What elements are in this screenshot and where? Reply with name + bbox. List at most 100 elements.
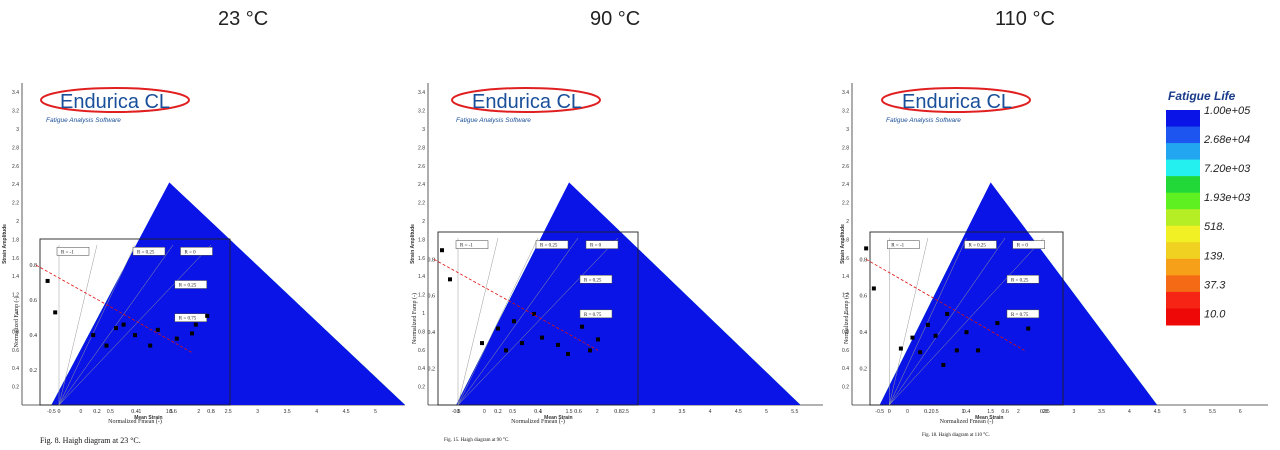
x-tick-label: 2: [1017, 409, 1020, 415]
x-axis-title: Mean Strain: [975, 415, 1003, 421]
data-point: [205, 313, 210, 318]
ratio-label-box: [585, 240, 619, 249]
ratio-line: [58, 244, 98, 406]
logo-swoosh: [40, 87, 190, 113]
x-tick-label: 0.5: [932, 409, 939, 415]
y-tick-label: 2.8: [12, 145, 19, 151]
data-point: [133, 333, 137, 338]
data-point: [440, 248, 444, 253]
x-tick-label: 3: [1072, 409, 1075, 415]
y-tick-label: 3: [422, 127, 425, 133]
data-point: [53, 310, 58, 315]
ratio-label-box: [579, 275, 613, 284]
ratio-label: R = -1: [61, 250, 74, 255]
y-tick-label: 1.4: [842, 274, 849, 280]
ratio-line: [58, 244, 136, 406]
overlay-y-tick: 0.8: [30, 263, 38, 269]
data-point: [941, 362, 946, 367]
y-tick-label: 1.8: [12, 237, 19, 243]
overlay-x-tick: 0.4: [131, 409, 139, 415]
data-point: [512, 319, 516, 324]
y-tick-label: 2.8: [418, 145, 425, 151]
logo-tagline: Fatigue Analysis Software: [456, 117, 531, 124]
x-tick-label: 1.5: [166, 409, 173, 415]
overlay-x-tick: 0.2: [93, 409, 101, 415]
y-tick-label: 2.2: [12, 201, 19, 207]
y-tick-label: 0.2: [418, 385, 425, 391]
x-axis-title: Mean Strain: [544, 415, 572, 421]
caption-23c: Fig. 8. Haigh diagram at 23 °C.: [40, 436, 141, 445]
legend-label: 139.: [1204, 250, 1225, 262]
x-tick-label: 2.5: [1043, 409, 1050, 415]
y-tick-label: 3.2: [12, 109, 19, 115]
logo-name: Endurica CL: [902, 91, 1012, 113]
data-point: [945, 311, 950, 316]
data-point: [104, 343, 109, 348]
legend-swatch: [1166, 126, 1200, 144]
y-tick-label: 1: [846, 311, 849, 317]
legend-swatch: [1166, 209, 1200, 227]
x-tick-label: 3.5: [678, 409, 685, 415]
legend-label: 2.68e+04: [1203, 134, 1250, 146]
y-tick-label: 2: [16, 219, 19, 225]
overlay-y-tick: 0.8: [428, 257, 436, 263]
overlay-x-tick: 0.8: [614, 409, 622, 415]
y-tick-label: 1.6: [842, 256, 849, 262]
ratio-label: R = 0.25: [179, 284, 197, 289]
y-axis-title: Strain Amplitude: [410, 224, 416, 264]
data-point: [520, 341, 524, 346]
y-tick-label: 0.6: [418, 348, 425, 354]
legend-swatch: [1166, 192, 1200, 210]
logo-tagline: Fatigue Analysis Software: [886, 117, 961, 124]
x-tick-label: 4: [315, 409, 318, 415]
x-tick-label: 4.5: [735, 409, 742, 415]
haigh-diagram-23c: 0.2 0.4 0.6 0.8 1 1.2 1.4 1.6 1.8 2 2.2 2.4 2.6 2.8 3 3…: [0, 64, 410, 429]
overlay-y-tick: 0.4: [860, 330, 868, 336]
overlay-y-tick: 0.8: [860, 257, 868, 263]
x-tick-label: 3: [652, 409, 655, 415]
legend-swatch: [1166, 159, 1200, 177]
ratio-line: [889, 237, 1006, 406]
legend-label: 1.93e+03: [1204, 192, 1251, 204]
data-point: [496, 326, 500, 331]
ratio-line: [457, 237, 539, 406]
x-tick-label: 2: [596, 409, 599, 415]
x-tick-label: 2.5: [622, 409, 629, 415]
y-tick-label: 3: [846, 127, 849, 133]
trend-line: [865, 258, 1025, 351]
y-tick-label: 0.4: [12, 366, 19, 372]
y-tick-label: 3.4: [418, 90, 425, 96]
x-tick-label: 5.5: [791, 409, 798, 415]
ratio-line: [457, 237, 579, 406]
y-tick-label: 2.6: [12, 164, 19, 170]
legend-swatch: [1166, 291, 1200, 309]
legend-label: 7.20e+03: [1204, 163, 1251, 175]
ratio-label-box: [579, 309, 613, 319]
y-tick-label: 0.4: [418, 366, 425, 372]
data-point: [925, 322, 930, 327]
y-axis-title: Strain Amplitude: [840, 224, 846, 264]
overlay-x-tick: 0.4: [963, 409, 971, 415]
y-tick-label: 0.2: [12, 385, 19, 391]
x-tick-label: 3.5: [1098, 409, 1105, 415]
y-tick-label: 1: [16, 311, 19, 317]
overlay-y-tick: 0.2: [860, 367, 868, 373]
data-point: [580, 324, 584, 329]
trend-line: [433, 258, 599, 351]
contour-band: [51, 178, 405, 405]
overlay-x-tick: 0.4: [534, 409, 542, 415]
ratio-label: R = 0: [590, 244, 602, 249]
overlay-y-tick: 0.2: [30, 368, 38, 374]
overlay-y-tick: 0.4: [30, 333, 38, 339]
y-tick-label: 1.2: [842, 293, 849, 299]
x-tick-label: 5.5: [1209, 409, 1216, 415]
ratio-label-box: [56, 247, 90, 256]
x-tick-label: 0.5: [107, 409, 114, 415]
ratio-line: [58, 244, 212, 406]
y-tick-label: 3.2: [842, 109, 849, 115]
x-tick-label: 3.5: [284, 409, 291, 415]
ratio-label-box: [887, 240, 920, 249]
ratio-label: R = 0.25: [540, 244, 558, 249]
overlay-frame: [869, 231, 1064, 406]
legend-swatch: [1166, 176, 1200, 194]
